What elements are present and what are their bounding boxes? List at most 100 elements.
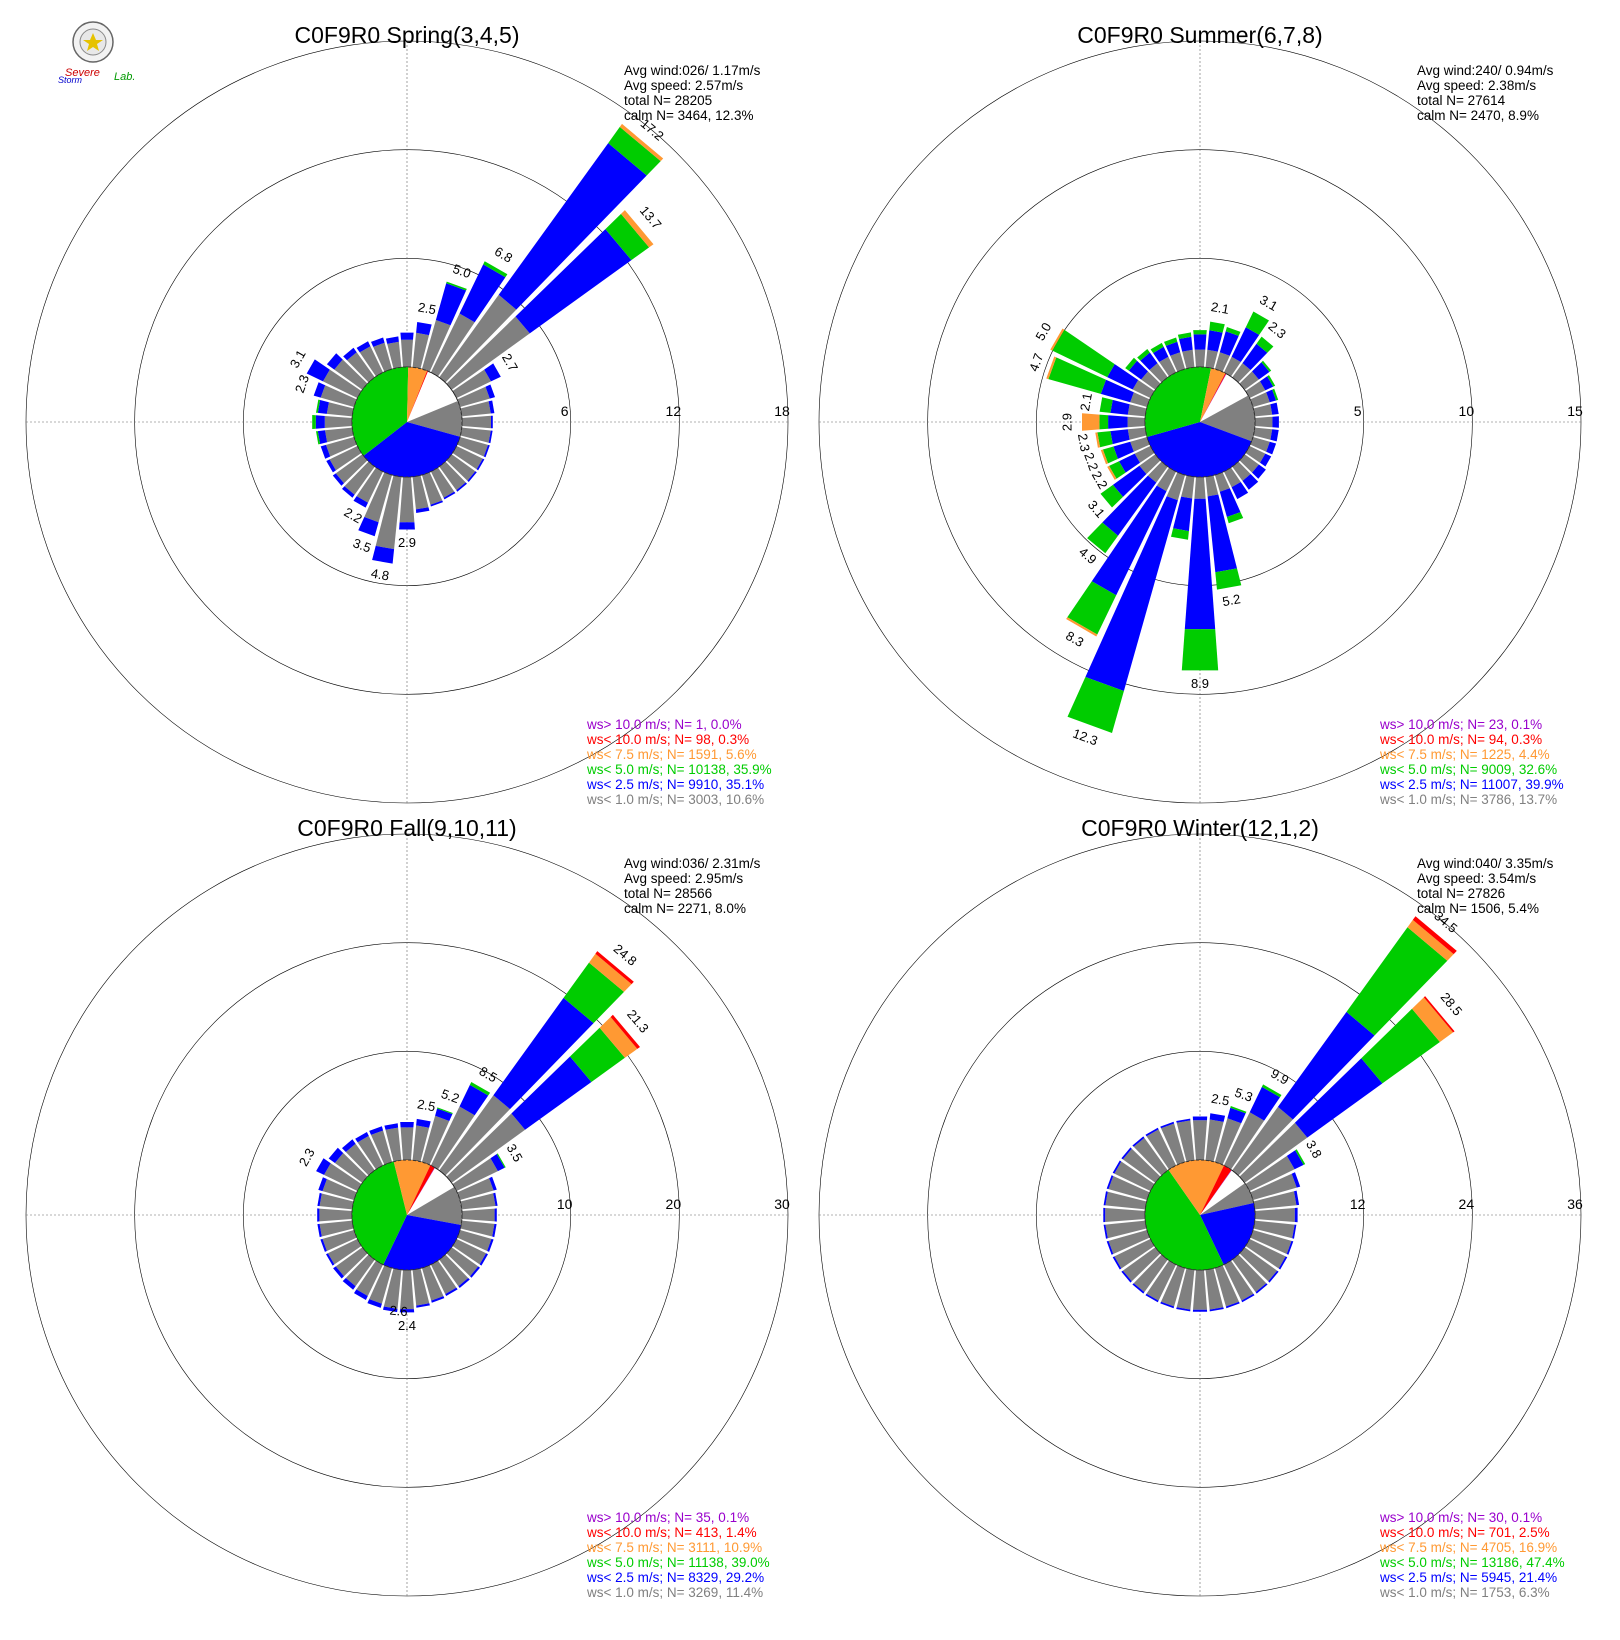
bar-label: 3.1 (1257, 292, 1280, 314)
bar-segment (1103, 1191, 1108, 1206)
bar-segment (375, 475, 402, 550)
bar-label: 2.3 (292, 373, 312, 395)
bar-segment (1255, 1208, 1295, 1222)
bar-segment (1130, 392, 1150, 407)
stat-line: Avg wind:026/ 1.17m/s (624, 63, 761, 78)
bar-segment (435, 1108, 453, 1121)
bar-segment (371, 337, 385, 347)
bar-segment (399, 522, 415, 530)
stat-line: Avg wind:240/ 0.94m/s (1417, 63, 1554, 78)
bar-segment (1270, 402, 1279, 415)
bar-segment (319, 1193, 354, 1210)
bar-segment (1423, 996, 1455, 1033)
bar-segment (1106, 1240, 1114, 1255)
bar-segment (1252, 464, 1266, 479)
bar-label: 13.7 (637, 203, 665, 232)
bar-segment (1132, 380, 1155, 398)
bar-segment (1050, 328, 1065, 351)
bar-segment (570, 1027, 625, 1082)
bar-segment (619, 123, 664, 162)
bar-segment (1133, 1254, 1168, 1293)
bar-segment (1112, 465, 1147, 497)
pie-slice (1200, 1203, 1256, 1265)
bar-segment (1207, 330, 1223, 352)
bar-segment (439, 1254, 469, 1287)
bar-segment (430, 500, 443, 507)
legend-entry: ws> 10.0 m/s; N= 30, 0.1% (1379, 1510, 1542, 1525)
bar-segment (492, 1223, 497, 1238)
bar-segment (313, 382, 326, 398)
bar-segment (1261, 1084, 1282, 1098)
windrose-panel-2: 5 10 1512.38.98.35.24.95.04.73.13.12.32.12… (818, 22, 1583, 807)
pie-slice (1200, 373, 1227, 422)
bar-segment (431, 1260, 457, 1295)
bar-segment (1121, 1147, 1132, 1160)
bar-segment (589, 953, 632, 992)
bar-segment (1272, 388, 1279, 401)
bar-segment (1100, 484, 1123, 508)
bar-segment (344, 461, 375, 495)
bar-segment (1294, 1058, 1383, 1138)
bar-label: 24.8 (611, 941, 640, 969)
bar-segment (1161, 1123, 1185, 1165)
bar-segment (483, 444, 490, 458)
bar-segment (621, 210, 654, 248)
bar-segment (325, 427, 354, 443)
bar-segment (1145, 1127, 1159, 1137)
bar-segment (1215, 568, 1242, 590)
bar-segment (357, 1135, 383, 1170)
bar-segment (1215, 1118, 1242, 1165)
stat-line: Avg speed: 2.57m/s (624, 78, 743, 93)
bar-label: 2.4 (398, 1318, 416, 1333)
bar-segment (1255, 416, 1273, 428)
bar-segment (1205, 349, 1218, 369)
legend-entry: ws< 10.0 m/s; N= 98, 0.3% (586, 732, 749, 747)
windrose-panel-3: 10 20 30 24.8 21.3 8.5 5.22.5 3.5 2.3 2.42.6 C0F9R… (25, 815, 790, 1600)
bar-label: 2.5 (1210, 1091, 1230, 1109)
bar-segment (1165, 341, 1181, 356)
bar-segment (1181, 629, 1219, 671)
legend-entry: ws< 5.0 m/s; N= 11138, 39.0% (586, 1555, 770, 1570)
bar-segment (400, 332, 414, 340)
bar-segment (460, 427, 491, 443)
bar-segment (1108, 415, 1128, 429)
bar-segment (369, 1126, 384, 1135)
bar-segment (1230, 1106, 1247, 1114)
bar-segment (1140, 352, 1158, 370)
bar-segment (479, 1253, 488, 1266)
bar-segment (496, 1153, 506, 1168)
bar-segment (399, 477, 415, 523)
legend-entry: ws< 2.5 m/s; N= 5945, 21.4% (1379, 1570, 1557, 1585)
bar-segment (385, 336, 399, 344)
bar-segment (443, 491, 456, 500)
bar-segment (483, 261, 508, 278)
pie-slice (407, 370, 428, 422)
bar-segment (1133, 1137, 1168, 1176)
bar-segment (1097, 431, 1113, 448)
bar-segment (457, 386, 490, 407)
bar-segment (1128, 360, 1148, 380)
bar-segment (347, 352, 375, 383)
stat-line: total N= 27826 (1417, 886, 1505, 901)
bar-segment (1147, 461, 1168, 483)
bar-segment (1052, 329, 1115, 378)
pie-slice (407, 401, 463, 437)
bar-label: 2.3 (1265, 318, 1288, 341)
bar-segment (1141, 371, 1161, 390)
bar-segment (1105, 1220, 1147, 1239)
bar-segment (1241, 1293, 1255, 1303)
panel-title: C0F9R0 Fall(9,10,11) (297, 815, 516, 841)
bar-segment (1267, 375, 1276, 387)
bar-segment (1177, 332, 1192, 339)
bar-label: 5.0 (1032, 320, 1054, 343)
legend-entry: ws< 1.0 m/s; N= 1753, 6.3% (1379, 1585, 1550, 1600)
bar-segment (1207, 494, 1237, 573)
bar-segment (1085, 496, 1178, 691)
pie-outline (1144, 1159, 1256, 1271)
bar-segment (1224, 467, 1241, 488)
bar-segment (1412, 916, 1457, 955)
pie-slice (351, 1161, 407, 1265)
bar-segment (488, 400, 495, 414)
bar-segment (1232, 461, 1251, 481)
bar-segment (1260, 453, 1272, 467)
